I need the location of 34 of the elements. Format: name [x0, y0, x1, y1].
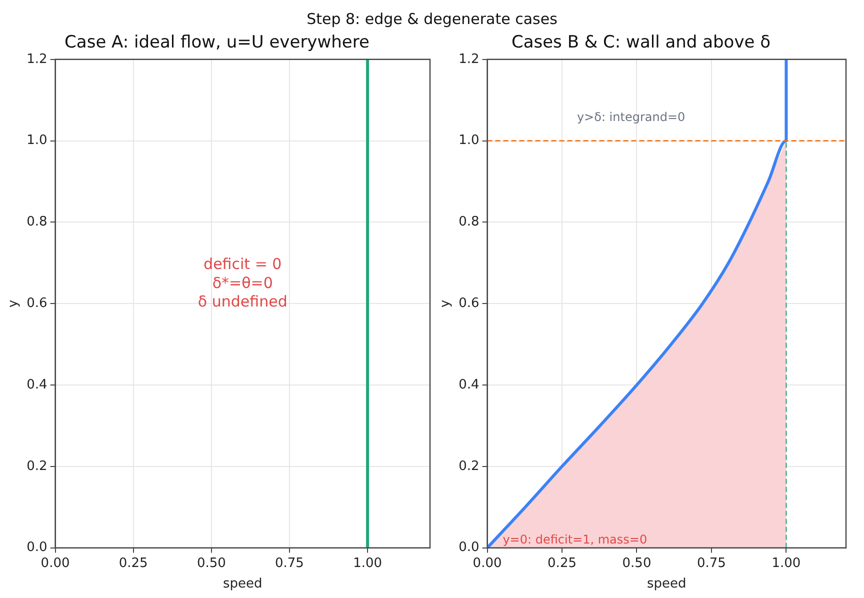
y-tick-label: 1.2 [26, 52, 48, 67]
x-tick-label: 0.75 [275, 556, 304, 571]
y-tick-label: 1.2 [458, 52, 480, 67]
y-tick-label: 0.0 [458, 540, 480, 556]
y-tick-label: 0.4 [458, 377, 480, 392]
x-axis-title: speed [646, 576, 686, 592]
chart-title: Cases B & C: wall and above δ [511, 32, 771, 53]
x-tick-label: 0.50 [196, 556, 226, 571]
x-tick-label: 0.25 [548, 556, 576, 571]
x-tick-label: 1.00 [772, 556, 801, 571]
chart-subtitle: Step 8: edge & degenerate cases [306, 9, 558, 30]
y-axis-title: y [6, 299, 22, 308]
y-tick-label: 0.6 [458, 296, 480, 311]
x-tick-label: 0.25 [118, 556, 148, 571]
y-tick-label: 0.6 [26, 296, 48, 311]
annotation: deficit = 0 δ*=θ=0 δ undefined [198, 255, 288, 311]
x-axis-title: speed [222, 576, 262, 592]
y-axis-title: y [438, 299, 454, 308]
y-tick-label: 0.2 [26, 458, 48, 474]
y-tick-label: 0.0 [26, 540, 48, 556]
y-tick-label: 1.0 [458, 133, 480, 148]
y-tick-label: 0.8 [26, 214, 48, 230]
annotation: y>δ: integrand=0 [576, 110, 686, 124]
y-tick-label: 0.4 [26, 377, 48, 392]
annotation: y=0: deficit=1, mass=0 [502, 532, 648, 547]
x-tick-label: 0.75 [697, 556, 726, 571]
x-tick-label: 0.00 [472, 556, 502, 571]
x-tick-label: 0.50 [622, 556, 652, 571]
y-tick-label: 0.8 [458, 214, 480, 230]
y-tick-label: 1.0 [26, 133, 48, 148]
x-tick-label: 1.00 [353, 556, 382, 571]
y-tick-label: 0.2 [458, 458, 480, 474]
x-tick-label: 0.00 [40, 556, 70, 571]
chart-title: Case A: ideal flow, u=U everywhere [64, 32, 370, 53]
